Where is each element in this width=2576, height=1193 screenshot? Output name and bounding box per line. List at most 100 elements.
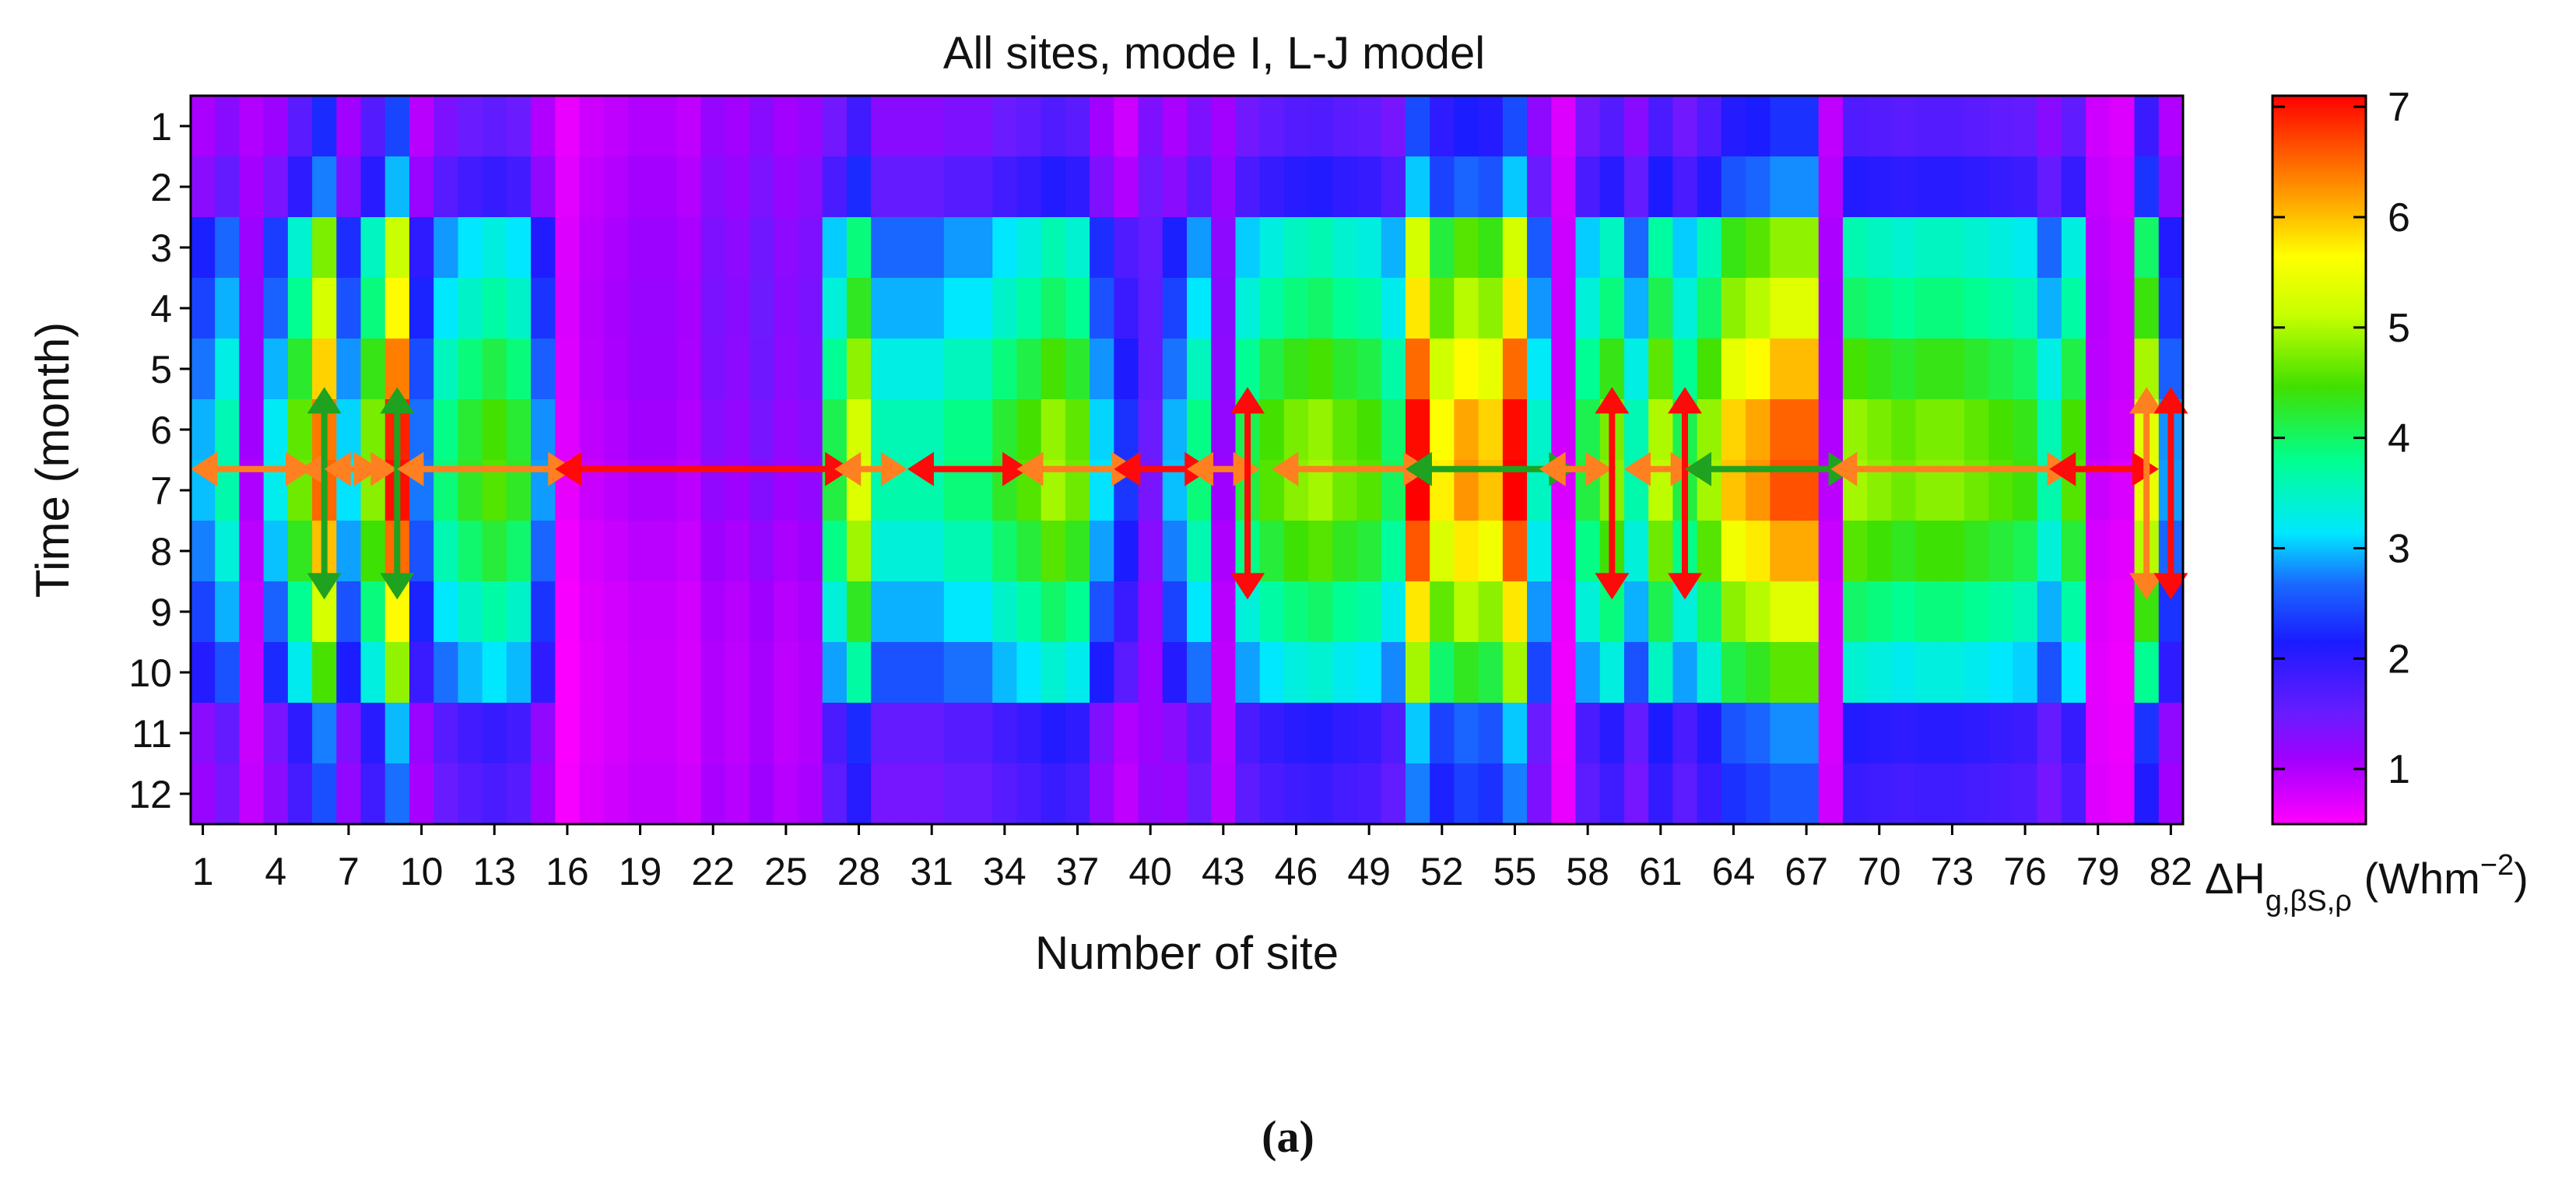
heatmap-cell (1842, 217, 1868, 279)
colorbar-label-main: ΔH (2205, 854, 2265, 903)
heatmap-cell (2086, 581, 2111, 643)
heatmap-cell (1308, 521, 1333, 582)
heatmap-cell (603, 339, 629, 400)
heatmap-cell (384, 763, 410, 825)
heatmap-cell (312, 96, 337, 157)
heatmap-cell (1746, 703, 1771, 764)
heatmap-cell (239, 156, 265, 218)
heatmap-cell (1964, 96, 1989, 157)
heatmap-cell (360, 217, 386, 279)
heatmap-cell (1502, 217, 1528, 279)
heatmap-cell (1356, 521, 1382, 582)
heatmap-cell (191, 642, 216, 704)
heatmap-cell (287, 278, 313, 339)
heatmap-cell (384, 96, 410, 157)
heatmap-cell (1187, 156, 1212, 218)
heatmap-cell (1502, 96, 1528, 157)
heatmap-cell (1454, 399, 1479, 461)
heatmap-cell (992, 96, 1018, 157)
heatmap-cell (433, 278, 459, 339)
heatmap-cell (215, 278, 240, 339)
heatmap-cell (1623, 278, 1649, 339)
heatmap-cell (506, 581, 532, 643)
heatmap-cell (700, 278, 726, 339)
heatmap-cell (1138, 278, 1163, 339)
heatmap-cell (1770, 763, 1795, 825)
heatmap-cell (384, 217, 410, 279)
y-tick-label: 2 (150, 166, 172, 209)
heatmap-cell (1090, 521, 1114, 582)
heatmap-cell (1746, 763, 1771, 825)
heatmap-cell (1381, 703, 1406, 764)
heatmap-cell (2110, 217, 2136, 279)
heatmap-cell (1235, 642, 1261, 704)
double-arrow-vertical (2129, 387, 2164, 600)
heatmap-cell (1867, 339, 1892, 400)
heatmap-cell (1065, 703, 1090, 764)
heatmap-cell (1430, 521, 1455, 582)
heatmap-cell (1939, 156, 1965, 218)
heatmap-cell (1065, 278, 1090, 339)
heatmap-cell (1988, 96, 2014, 157)
heatmap-cell (919, 703, 945, 764)
heatmap-cell (1697, 763, 1722, 825)
double-arrow-vertical (1595, 387, 1630, 600)
heatmap-cell (312, 642, 337, 704)
heatmap-cell (1041, 217, 1066, 279)
heatmap-cell (1818, 399, 1844, 461)
heatmap-cell (1430, 763, 1455, 825)
double-arrow-vertical (307, 387, 342, 600)
heatmap-cell (725, 217, 750, 279)
heatmap-cell (2110, 703, 2136, 764)
heatmap-cell (676, 581, 702, 643)
heatmap-cell (1697, 703, 1722, 764)
heatmap-cell (992, 763, 1018, 825)
heatmap-cell (1575, 217, 1601, 279)
double-arrow-vertical (2153, 387, 2188, 600)
heatmap-cell (263, 703, 289, 764)
x-tick-label: 76 (2003, 850, 2047, 893)
heatmap-cell (774, 278, 799, 339)
heatmap-cell (822, 642, 848, 704)
heatmap-cell (263, 581, 289, 643)
heatmap-cell (1964, 278, 1989, 339)
heatmap-cell (1794, 278, 1820, 339)
heatmap-cell (2061, 217, 2086, 279)
heatmap-cell (1308, 156, 1333, 218)
heatmap-cell (1016, 156, 1042, 218)
heatmap-cell (1842, 642, 1868, 704)
heatmap-cell (384, 642, 410, 704)
heatmap-cell (1867, 703, 1892, 764)
heatmap-cell (1041, 156, 1066, 218)
heatmap-cell (1187, 763, 1212, 825)
heatmap-cell (700, 96, 726, 157)
plot-frame (189, 94, 2185, 826)
heatmap-cell (263, 339, 289, 400)
heatmap-cell (1356, 642, 1382, 704)
heatmap-cell (1648, 96, 1673, 157)
heatmap-cell (1405, 96, 1430, 157)
heatmap-cell (312, 703, 337, 764)
heatmap-cell (1259, 96, 1285, 157)
heatmap-cell (1672, 156, 1698, 218)
heatmap-cell (1867, 278, 1892, 339)
heatmap-cell (895, 642, 921, 704)
heatmap-cell (555, 581, 581, 643)
heatmap-cell (1867, 156, 1892, 218)
heatmap-cell (215, 763, 240, 825)
heatmap-cell (627, 763, 653, 825)
x-tick-label: 16 (546, 850, 589, 893)
heatmap-cell (1090, 399, 1114, 461)
heatmap-cell (1818, 217, 1844, 279)
heatmap-cell (482, 399, 507, 461)
heatmap-cell (1478, 642, 1504, 704)
heatmap-cell (1551, 278, 1577, 339)
heatmap-cell (1770, 581, 1795, 643)
heatmap-cell (2158, 96, 2184, 157)
heatmap-cell (1381, 217, 1406, 279)
heatmap-cell (652, 217, 677, 279)
heatmap-cell (1405, 399, 1430, 461)
heatmap-cell (1065, 339, 1090, 400)
heatmap-cell (1065, 156, 1090, 218)
heatmap-cell (2110, 96, 2136, 157)
